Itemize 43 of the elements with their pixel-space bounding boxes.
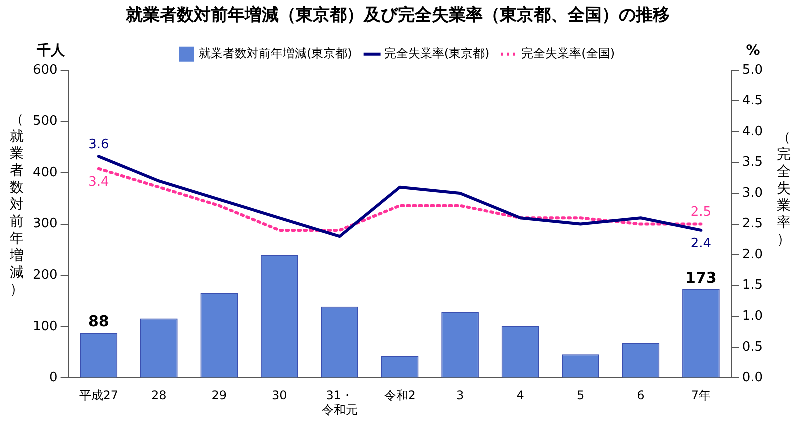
x-tick-label: 7年 xyxy=(691,388,712,403)
data-label: 3.6 xyxy=(88,137,110,152)
y2-axis-title: （完全失業率） xyxy=(776,130,792,249)
x-tick-label: 5 xyxy=(576,388,585,403)
chart-title: 就業者数対前年増減（東京都）及び完全失業率（東京都、全国）の推移 xyxy=(125,4,670,26)
y2-tick-label: 1.5 xyxy=(742,278,764,294)
y-tick-label: 500 xyxy=(32,114,58,130)
x-tick-label: 28 xyxy=(152,388,167,403)
text: 千人 xyxy=(36,42,66,60)
y-tick-label: 200 xyxy=(32,268,58,283)
y-tick-label: 600 xyxy=(32,62,58,78)
legend-label: 完全失業率(全国) xyxy=(522,46,616,61)
text: （就業者数対前年増減） xyxy=(10,112,24,298)
y2-tick-label: 3.0 xyxy=(742,186,764,201)
y-tick-label: 100 xyxy=(32,319,58,334)
y2-tick-label: 4.0 xyxy=(742,124,764,140)
y-tick-label: 300 xyxy=(32,216,58,232)
data-label: 2.4 xyxy=(690,236,712,252)
y2-tick-label: 1.0 xyxy=(742,309,764,324)
y2-tick-label: 4.5 xyxy=(742,94,764,109)
x-tick-label: 29 xyxy=(212,388,228,403)
y2-tick-label: 0.0 xyxy=(742,370,764,386)
x-tick-label: 3 xyxy=(456,388,464,403)
y2-tick-label: 3.5 xyxy=(742,155,764,170)
y-tick-label: 0 xyxy=(50,370,58,386)
data-label: 2.5 xyxy=(690,205,712,220)
x-tick-label: 令和2 xyxy=(384,388,416,403)
y2-tick-label: 5.0 xyxy=(742,62,764,78)
x-tick-label: 平成27 xyxy=(79,388,119,403)
data-label: 173 xyxy=(686,268,717,287)
text: % xyxy=(746,43,760,60)
x-tick-label: 6 xyxy=(637,388,645,403)
data-label: 3.4 xyxy=(88,174,110,190)
y2-tick-label: 2.5 xyxy=(742,216,764,232)
y-tick-label: 400 xyxy=(32,165,58,180)
data-label: 88 xyxy=(88,312,110,330)
x-tick-label: 30 xyxy=(272,388,288,403)
legend-label: 完全失業率(東京都) xyxy=(384,46,490,61)
y2-tick-label: 0.5 xyxy=(742,340,764,355)
y2-tick-label: 2.0 xyxy=(742,247,764,262)
x-tick-label: 4 xyxy=(516,388,524,403)
x-tick-label: 31・令和元 xyxy=(322,388,358,417)
legend-label: 就業者数対前年増減(東京都) xyxy=(198,46,352,61)
